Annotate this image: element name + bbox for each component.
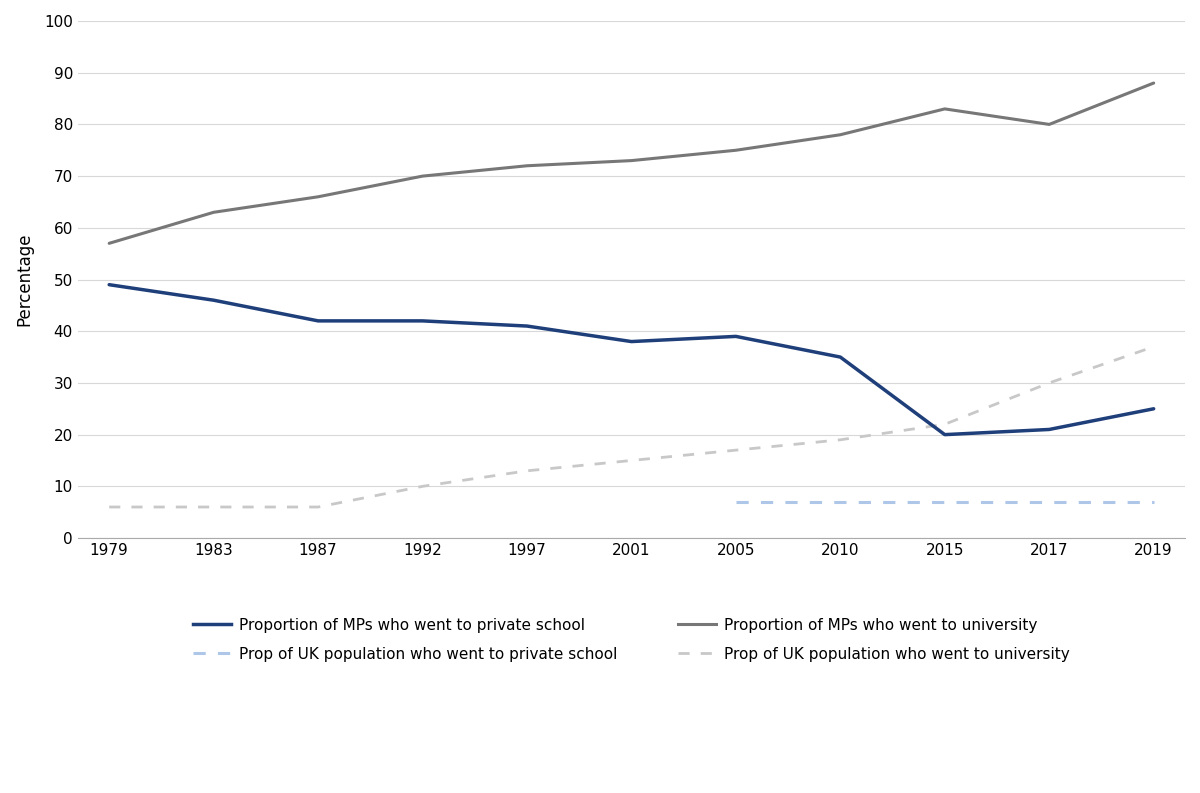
Y-axis label: Percentage: Percentage — [14, 233, 34, 326]
Legend: Proportion of MPs who went to private school, Prop of UK population who went to : Proportion of MPs who went to private sc… — [193, 618, 1070, 662]
